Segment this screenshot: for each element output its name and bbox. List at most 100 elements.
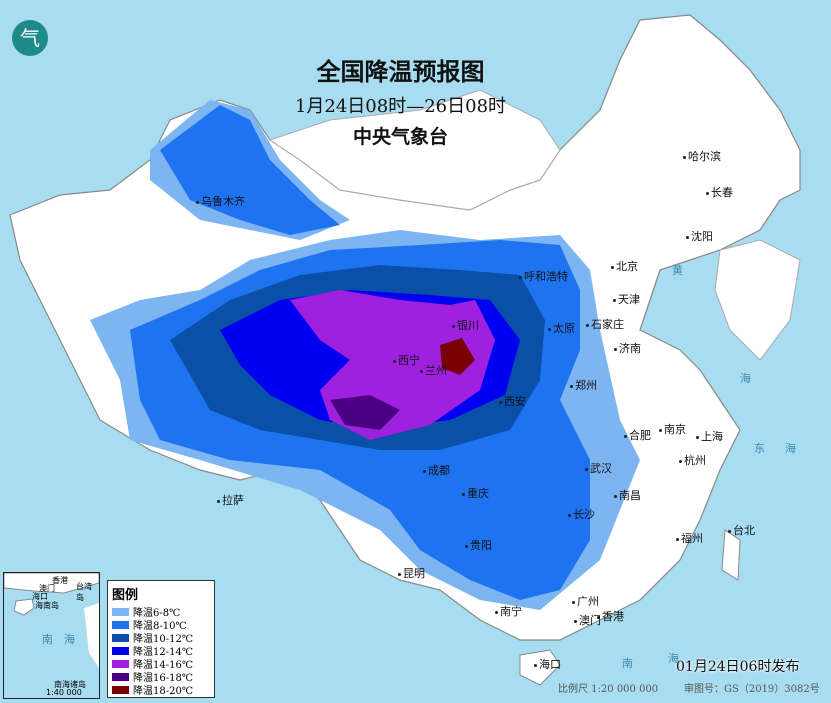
city-label: 南宁	[495, 603, 522, 619]
city-name: 太原	[553, 322, 575, 335]
city-label: 乌鲁木齐	[196, 193, 245, 209]
legend-label: 降温6-8℃	[133, 608, 181, 619]
legend-label: 降温10-12℃	[133, 634, 194, 645]
map-title: 全国降温预报图	[316, 57, 485, 86]
city-name: 西安	[504, 395, 526, 408]
publish-time: 01月24日06时发布	[676, 659, 800, 675]
sea-label: 东	[754, 442, 765, 455]
city-name: 郑州	[575, 379, 597, 392]
city-name: 海口	[539, 658, 561, 671]
city-label: 呼和浩特	[519, 268, 568, 284]
city-label: 澳门	[574, 612, 601, 628]
city-label: 台北	[728, 522, 755, 538]
city-dot-icon	[393, 359, 396, 363]
legend: 图例 降温6-8℃ 降温8-10℃ 降温10-12℃ 降温12-14℃ 降温14-16℃…	[107, 580, 215, 698]
city-name: 济南	[619, 342, 641, 355]
city-name: 香港	[602, 610, 624, 623]
city-label: 西宁	[393, 352, 420, 368]
city-label: 石家庄	[586, 316, 624, 332]
city-name: 乌鲁木齐	[201, 195, 245, 208]
legend-title: 图例	[112, 588, 139, 603]
city-label: 广州	[572, 593, 599, 609]
city-dot-icon	[548, 327, 551, 331]
city-label: 济南	[614, 340, 641, 356]
city-name: 银川	[457, 319, 479, 332]
legend-item: 降温16-18℃	[112, 670, 214, 684]
city-label: 南京	[659, 421, 686, 437]
city-dot-icon	[462, 492, 465, 496]
city-dot-icon	[568, 513, 571, 517]
city-name: 贵阳	[470, 539, 492, 552]
city-label: 上海	[696, 428, 723, 444]
city-dot-icon	[423, 469, 426, 473]
city-dot-icon	[534, 663, 537, 667]
city-name: 沈阳	[691, 230, 713, 243]
legend-swatch	[112, 620, 129, 629]
city-label: 兰州	[420, 362, 447, 378]
city-dot-icon	[398, 572, 401, 576]
city-name: 合肥	[629, 429, 651, 442]
south-china-sea-inset: 澳门 香港 台湾岛 海口 海南岛 南 海 南海诸岛 1:40 000 000	[3, 572, 100, 699]
inset-label: 台湾岛	[76, 582, 92, 602]
legend-label: 降温18-20℃	[133, 686, 194, 697]
inset-map	[4, 573, 99, 668]
land-taiwan	[721, 529, 741, 581]
city-dot-icon	[683, 155, 686, 159]
city-dot-icon	[217, 499, 220, 503]
city-dot-icon	[611, 265, 614, 269]
city-dot-icon	[706, 191, 709, 195]
city-dot-icon	[624, 434, 627, 438]
city-dot-icon	[196, 200, 199, 204]
city-dot-icon	[465, 544, 468, 548]
legend-label: 降温16-18℃	[133, 673, 194, 684]
city-name: 长春	[711, 186, 733, 199]
city-name: 呼和浩特	[524, 270, 568, 283]
city-label: 海口	[534, 656, 561, 672]
sea-label: 海	[740, 372, 751, 385]
city-label: 福州	[676, 530, 703, 546]
city-name: 南昌	[619, 489, 641, 502]
legend-swatch	[112, 685, 129, 694]
city-label: 哈尔滨	[683, 148, 721, 164]
city-label: 西安	[499, 393, 526, 409]
city-label: 长沙	[568, 506, 595, 522]
legend-item: 降温8-10℃	[112, 618, 214, 632]
city-label: 沈阳	[686, 228, 713, 244]
city-dot-icon	[613, 298, 616, 302]
forecast-period: 1月24日08时—26日08时	[294, 96, 507, 117]
city-dot-icon	[614, 347, 617, 351]
city-name: 广州	[577, 595, 599, 608]
city-label: 武汉	[585, 460, 612, 476]
city-label: 太原	[548, 320, 575, 336]
city-name: 武汉	[590, 462, 612, 475]
city-name: 石家庄	[591, 318, 624, 331]
city-name: 昆明	[403, 567, 425, 580]
city-dot-icon	[728, 529, 731, 533]
city-dot-icon	[597, 615, 600, 619]
city-dot-icon	[574, 619, 577, 623]
legend-label: 降温8-10℃	[133, 621, 187, 632]
city-name: 成都	[428, 464, 450, 477]
city-name: 台北	[733, 524, 755, 537]
inset-label: 南	[42, 633, 53, 646]
city-name: 哈尔滨	[688, 150, 721, 163]
city-name: 澳门	[579, 614, 601, 627]
city-label: 长春	[706, 184, 733, 200]
cma-logo: 气	[12, 20, 48, 56]
sea-label: 海	[785, 442, 796, 455]
review-number: 审图号：GS（2019）3082号	[684, 684, 820, 695]
legend-item: 降温6-8℃	[112, 605, 214, 619]
city-label: 昆明	[398, 565, 425, 581]
city-label: 香港	[597, 608, 624, 624]
inset-scale: 1:40 000 000	[46, 688, 82, 698]
inset-label: 海口	[32, 592, 48, 601]
city-label: 天津	[613, 291, 640, 307]
sea-label: 黄	[672, 264, 683, 277]
city-name: 福州	[681, 532, 703, 545]
city-dot-icon	[495, 610, 498, 614]
city-label: 合肥	[624, 427, 651, 443]
city-dot-icon	[679, 459, 682, 463]
city-label: 银川	[452, 317, 479, 333]
city-name: 南京	[664, 423, 686, 436]
